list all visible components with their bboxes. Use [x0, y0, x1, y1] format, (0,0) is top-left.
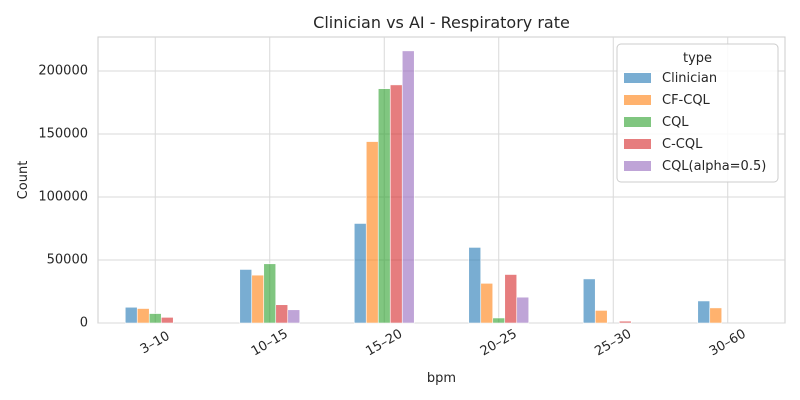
bar-cf-cql-5	[709, 307, 723, 324]
y-axis-label: Count	[16, 161, 31, 200]
bar-c-cql-4	[618, 320, 632, 324]
bar-c-cql-2	[389, 84, 403, 324]
x-axis-label: bpm	[427, 371, 456, 386]
bar-cf-cql-1	[251, 274, 265, 324]
y-tick-labels: 0 50000 100000 150000 200000	[38, 64, 88, 331]
y-tick-label: 100000	[38, 190, 88, 205]
y-tick-label: 150000	[38, 127, 88, 142]
x-tick-labels: 3–10 10–15 15–20 20–25 25–30 30–60	[138, 327, 749, 360]
legend-title: type	[683, 51, 712, 66]
x-tick-label: 3–10	[138, 329, 173, 358]
bar-c-cql-3	[504, 274, 518, 324]
legend-swatch	[624, 117, 651, 127]
legend-swatch	[624, 139, 651, 149]
bar-cql-2	[377, 88, 391, 324]
bar-clinician-2	[353, 223, 367, 324]
bar-cf-cql-2	[365, 141, 379, 324]
chart-title: Clinician vs AI - Respiratory rate	[313, 13, 570, 32]
bar-cql-1	[263, 263, 277, 324]
bar-cql-alpha-0-5--2	[401, 50, 415, 324]
y-tick-label: 0	[80, 316, 88, 331]
bar-clinician-3	[468, 247, 482, 324]
legend-label: CQL(alpha=0.5)	[662, 159, 766, 174]
legend-swatch	[624, 161, 651, 171]
x-tick-label: 10–15	[249, 327, 291, 360]
legend-swatch	[624, 73, 651, 83]
bar-clinician-4	[582, 278, 596, 324]
legend-label: C-CQL	[662, 137, 703, 152]
bar-clinician-5	[697, 300, 711, 324]
bars	[124, 50, 723, 324]
bar-cf-cql-0	[136, 308, 150, 324]
grid	[98, 37, 785, 324]
y-tick-label: 200000	[38, 64, 88, 79]
bar-c-cql-0	[160, 317, 174, 324]
legend: type Clinician CF-CQL CQL C-CQL CQL(alpha=0.5…	[616, 43, 779, 183]
legend-label: CF-CQL	[662, 93, 711, 108]
x-tick-label: 15–20	[363, 327, 405, 360]
bar-cql-0	[148, 313, 162, 324]
bar-cql-alpha-0-5--3	[516, 296, 530, 324]
legend-box	[616, 43, 779, 183]
bar-cf-cql-3	[480, 283, 494, 324]
legend-swatch	[624, 95, 651, 105]
y-tick-label: 50000	[47, 253, 88, 268]
x-tick-label: 25–30	[592, 327, 634, 360]
legend-label: CQL	[662, 115, 689, 130]
legend-label: Clinician	[662, 71, 717, 86]
bar-cql-alpha-0-5--1	[287, 309, 301, 324]
bar-clinician-1	[239, 269, 253, 324]
x-tick-label: 20–25	[478, 327, 520, 360]
bar-c-cql-1	[275, 304, 289, 324]
bar-cql-3	[492, 317, 506, 324]
x-tick-label: 30–60	[707, 327, 749, 360]
bar-clinician-0	[124, 306, 138, 324]
bar-cf-cql-4	[594, 310, 608, 324]
